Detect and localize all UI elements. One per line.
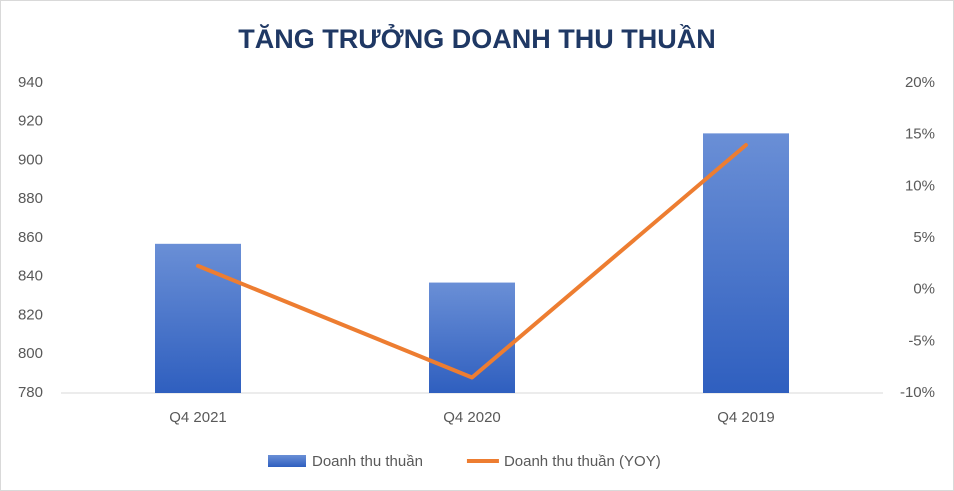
y2-tick-label: 15% — [905, 126, 935, 143]
legend-swatch — [268, 455, 306, 467]
y-tick-label: 880 — [18, 190, 43, 207]
y-tick-label: 900 — [18, 151, 43, 168]
y-tick-label: 780 — [18, 384, 43, 401]
y2-tick-label: 20% — [905, 74, 935, 91]
x-tick-label: Q4 2021 — [169, 409, 227, 426]
bar — [429, 282, 515, 393]
y-tick-label: 840 — [18, 268, 43, 285]
y-tick-label: 820 — [18, 306, 43, 323]
y-tick-label: 920 — [18, 113, 43, 130]
bar — [703, 133, 789, 393]
legend-label: Doanh thu thuần — [312, 453, 423, 470]
legend-label: Doanh thu thuần (YOY) — [504, 453, 661, 470]
y2-tick-label: -10% — [900, 384, 935, 401]
y2-tick-label: 0% — [913, 281, 935, 298]
y2-tick-label: -5% — [908, 332, 935, 349]
y-tick-label: 940 — [18, 74, 43, 91]
line — [196, 143, 748, 380]
chart-title: TĂNG TRƯỞNG DOANH THU THUẦN — [238, 22, 715, 54]
x-tick-label: Q4 2019 — [717, 409, 775, 426]
y2-tick-label: 5% — [913, 229, 935, 246]
bar — [155, 243, 241, 393]
y-tick-label: 800 — [18, 345, 43, 362]
x-tick-label: Q4 2020 — [443, 409, 501, 426]
y-tick-label: 860 — [18, 229, 43, 246]
y2-tick-label: 10% — [905, 177, 935, 194]
